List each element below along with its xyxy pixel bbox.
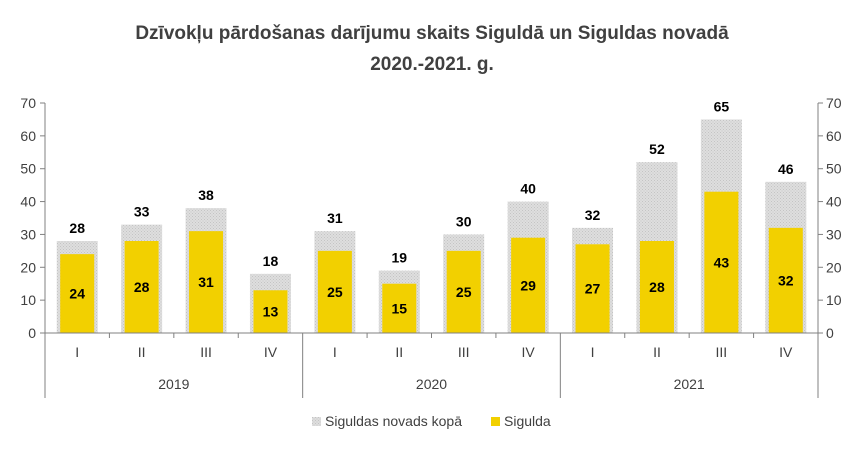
bar-sigulda (511, 237, 546, 333)
data-label-total: 32 (585, 207, 601, 223)
x-tick-label-quarter: II (138, 344, 146, 360)
bar-sigulda (253, 290, 288, 333)
bar-sigulda (768, 227, 803, 333)
x-tick-label-quarter: I (75, 344, 79, 360)
y-tick-label-left: 20 (20, 259, 36, 275)
data-label-total: 33 (134, 204, 150, 220)
x-tick-label-quarter: IV (522, 344, 536, 360)
data-label-total: 52 (649, 141, 665, 157)
y-tick-label-left: 0 (28, 325, 36, 341)
data-label-total: 18 (263, 253, 279, 269)
data-label-total: 30 (456, 213, 472, 229)
y-tick-label-right: 0 (826, 325, 834, 341)
legend-swatch (312, 417, 321, 426)
data-label-sigulda: 43 (714, 254, 730, 270)
x-tick-label-quarter: II (395, 344, 403, 360)
x-tick-label-quarter: IV (264, 344, 278, 360)
y-tick-label-right: 40 (826, 194, 842, 210)
data-label-sigulda: 28 (134, 279, 150, 295)
y-tick-label-left: 70 (20, 95, 36, 111)
legend-label: Siguldas novads kopā (325, 413, 462, 429)
data-label-sigulda: 31 (198, 274, 214, 290)
data-label-sigulda: 27 (585, 281, 601, 297)
data-label-total: 31 (327, 210, 343, 226)
y-tick-label-right: 50 (826, 161, 842, 177)
data-label-total: 28 (69, 220, 85, 236)
bar-sigulda (60, 254, 95, 333)
x-group-label-year: 2019 (158, 376, 189, 392)
chart-title-line-1: Dzīvokļu pārdošanas darījumu skaits Sigu… (135, 23, 729, 44)
data-label-total: 40 (520, 181, 536, 197)
x-tick-label-quarter: IV (779, 344, 793, 360)
data-label-total: 65 (714, 98, 730, 114)
bar-sigulda (317, 250, 352, 333)
y-tick-label-right: 70 (826, 95, 842, 111)
data-label-sigulda: 32 (778, 272, 794, 288)
y-tick-label-left: 10 (20, 292, 36, 308)
bar-sigulda (382, 283, 417, 333)
x-group-label-year: 2020 (416, 376, 447, 392)
data-label-sigulda: 13 (263, 304, 279, 320)
chart-title: Dzīvokļu pārdošanas darījumu skaits Sigu… (0, 18, 864, 80)
x-tick-label-quarter: I (591, 344, 595, 360)
x-tick-label-quarter: I (333, 344, 337, 360)
data-label-sigulda: 25 (327, 284, 343, 300)
y-tick-label-left: 50 (20, 161, 36, 177)
legend-swatch (491, 417, 500, 426)
x-tick-label-quarter: III (458, 344, 470, 360)
y-tick-label-right: 10 (826, 292, 842, 308)
y-tick-label-left: 40 (20, 194, 36, 210)
y-tick-label-right: 20 (826, 259, 842, 275)
legend-item: Sigulda (491, 413, 551, 429)
data-label-total: 38 (198, 187, 214, 203)
bar-sigulda (639, 241, 674, 333)
y-tick-label-right: 60 (826, 128, 842, 144)
legend-label: Sigulda (504, 413, 551, 429)
chart-title-line-2: 2020.-2021. g. (370, 54, 494, 75)
data-label-total: 46 (778, 161, 794, 177)
data-label-sigulda: 15 (392, 300, 408, 316)
y-tick-label-right: 30 (826, 226, 842, 242)
data-label-sigulda: 29 (520, 277, 536, 293)
y-tick-label-left: 60 (20, 128, 36, 144)
bar-sigulda (124, 241, 159, 333)
x-tick-label-quarter: II (653, 344, 661, 360)
bar-sigulda (704, 191, 739, 333)
data-label-sigulda: 25 (456, 284, 472, 300)
legend-item: Siguldas novads kopā (312, 413, 462, 429)
data-label-sigulda: 24 (69, 286, 85, 302)
bar-sigulda (446, 250, 481, 333)
x-tick-label-quarter: III (200, 344, 212, 360)
bar-sigulda (575, 244, 610, 333)
data-label-sigulda: 28 (649, 279, 665, 295)
bar-sigulda (189, 231, 224, 333)
x-group-label-year: 2021 (674, 376, 705, 392)
y-tick-label-left: 30 (20, 226, 36, 242)
data-label-total: 19 (392, 250, 408, 266)
x-tick-label-quarter: III (716, 344, 728, 360)
